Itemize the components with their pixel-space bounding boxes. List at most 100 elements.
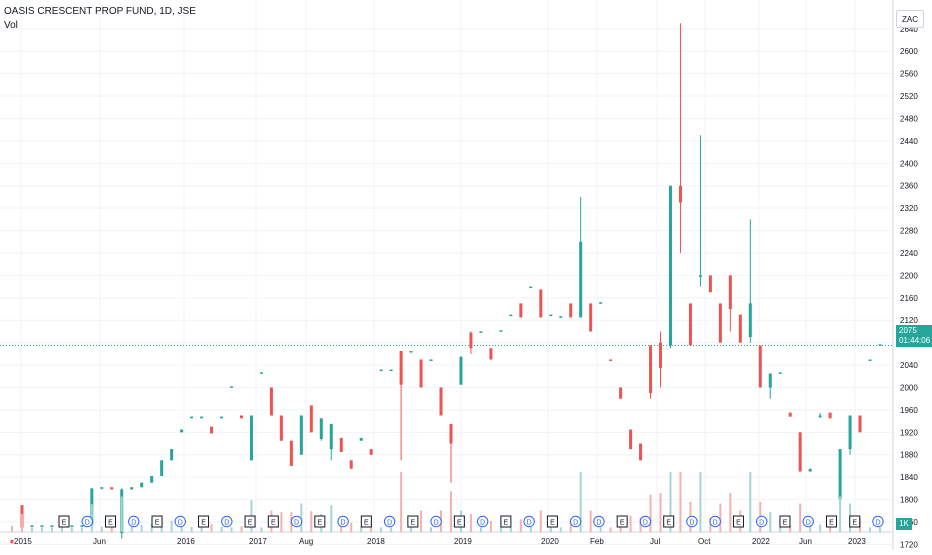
dividend-marker[interactable]: D xyxy=(686,515,698,528)
earnings-marker[interactable]: E xyxy=(546,515,558,528)
candle-body xyxy=(299,415,303,455)
x-tick-label: Jul xyxy=(650,537,660,546)
dividend-marker[interactable]: D xyxy=(430,515,442,528)
volume-bar xyxy=(589,510,592,532)
volume-bar xyxy=(809,526,812,532)
y-tick-label: 2600 xyxy=(900,47,918,56)
event-marker-letter: D xyxy=(759,520,764,527)
earnings-marker[interactable]: E xyxy=(105,515,117,528)
candle-body xyxy=(150,476,154,483)
y-tick-label: 2520 xyxy=(900,92,918,101)
y-tick-label: 2040 xyxy=(900,361,918,370)
event-marker-letter: D xyxy=(341,520,346,527)
volume-bar xyxy=(599,527,602,532)
candle-body xyxy=(649,345,653,394)
dividend-marker[interactable]: D xyxy=(337,515,349,528)
volume-bar xyxy=(400,472,403,532)
candle-body xyxy=(639,443,643,461)
dividend-marker[interactable]: D xyxy=(476,515,489,528)
earnings-marker[interactable]: E xyxy=(407,515,419,528)
y-tick-label: 2120 xyxy=(900,316,918,325)
dividend-marker[interactable]: D xyxy=(383,515,396,528)
earnings-marker[interactable]: E xyxy=(244,515,256,528)
volume-bar xyxy=(240,526,243,532)
dividend-marker[interactable]: D xyxy=(523,515,535,528)
volume-bar xyxy=(749,472,752,532)
dividend-marker[interactable]: D xyxy=(639,515,652,528)
candle-body xyxy=(788,412,792,417)
earnings-marker-box xyxy=(616,515,628,528)
candle-body xyxy=(319,418,323,440)
dividend-marker[interactable]: D xyxy=(221,515,233,528)
dividend-marker-circle xyxy=(430,515,442,528)
candle-body xyxy=(708,275,712,293)
dividend-marker[interactable]: D xyxy=(128,515,140,528)
candle-body xyxy=(848,415,852,450)
candle-body xyxy=(828,412,832,419)
dividend-marker[interactable]: D xyxy=(802,515,814,528)
candle-body xyxy=(210,426,214,434)
candle-body xyxy=(180,429,184,433)
candle-body xyxy=(609,359,613,361)
volume-bar xyxy=(799,503,802,532)
earnings-marker[interactable]: E xyxy=(267,515,279,528)
earnings-marker[interactable]: E xyxy=(500,515,512,528)
volume-bar xyxy=(579,472,582,532)
dividend-marker[interactable]: D xyxy=(756,515,768,528)
dividend-marker[interactable]: D xyxy=(872,515,884,528)
candle-body xyxy=(619,387,623,399)
event-marker-letter: E xyxy=(248,520,253,527)
earnings-marker-box xyxy=(244,515,256,528)
dividend-marker-circle xyxy=(709,515,721,528)
currency-selector[interactable]: ZAC xyxy=(896,10,924,28)
candle-body xyxy=(289,440,293,466)
volume-bar xyxy=(539,510,542,532)
earnings-marker[interactable]: E xyxy=(849,515,861,528)
y-tick-label: 2240 xyxy=(900,249,918,258)
dividend-marker-circle xyxy=(476,515,489,528)
candle-body xyxy=(469,332,473,349)
candle-body xyxy=(80,525,84,527)
earnings-marker[interactable]: E xyxy=(616,515,628,528)
volume-bar xyxy=(300,503,303,532)
y-tick-label: 2200 xyxy=(900,271,918,280)
earnings-marker[interactable]: E xyxy=(151,515,163,528)
earnings-marker[interactable]: E xyxy=(825,515,837,528)
y-tick-label: 2360 xyxy=(900,182,918,191)
y-tick-label: 2160 xyxy=(900,294,918,303)
dividend-marker[interactable]: D xyxy=(709,515,721,528)
dividend-marker[interactable]: D xyxy=(174,515,186,528)
earnings-marker[interactable]: E xyxy=(314,515,326,528)
event-marker-letter: E xyxy=(411,520,416,527)
earnings-marker[interactable]: E xyxy=(779,515,791,528)
earnings-marker[interactable]: E xyxy=(360,515,372,528)
event-marker-letter: E xyxy=(620,520,625,527)
candle-body xyxy=(389,369,393,372)
candle-body xyxy=(569,303,573,318)
candle-body xyxy=(269,387,273,416)
candle-body xyxy=(140,482,144,488)
event-marker-letter: D xyxy=(480,520,485,527)
dividend-marker[interactable]: D xyxy=(81,515,93,528)
event-marker-letter: D xyxy=(434,520,439,527)
y-tick-label: 1920 xyxy=(900,428,918,437)
volume-bar xyxy=(380,527,383,532)
earnings-marker[interactable]: E xyxy=(58,515,70,528)
volume-bar xyxy=(649,494,652,532)
earnings-marker[interactable]: E xyxy=(453,515,465,528)
dividend-marker[interactable]: D xyxy=(593,515,605,528)
candle-body xyxy=(559,316,563,318)
candle-body xyxy=(748,303,752,338)
candle-body xyxy=(10,539,14,544)
dividend-marker[interactable]: D xyxy=(569,515,582,528)
volume-bar xyxy=(40,527,43,532)
earnings-marker[interactable]: E xyxy=(198,515,210,528)
candle-body xyxy=(110,487,114,490)
dividend-marker[interactable]: D xyxy=(290,515,303,528)
earnings-marker-box xyxy=(267,515,279,528)
earnings-marker[interactable]: E xyxy=(663,515,675,528)
earnings-marker[interactable]: E xyxy=(732,515,744,528)
volume-bar xyxy=(789,525,792,532)
candle-body xyxy=(539,289,543,318)
